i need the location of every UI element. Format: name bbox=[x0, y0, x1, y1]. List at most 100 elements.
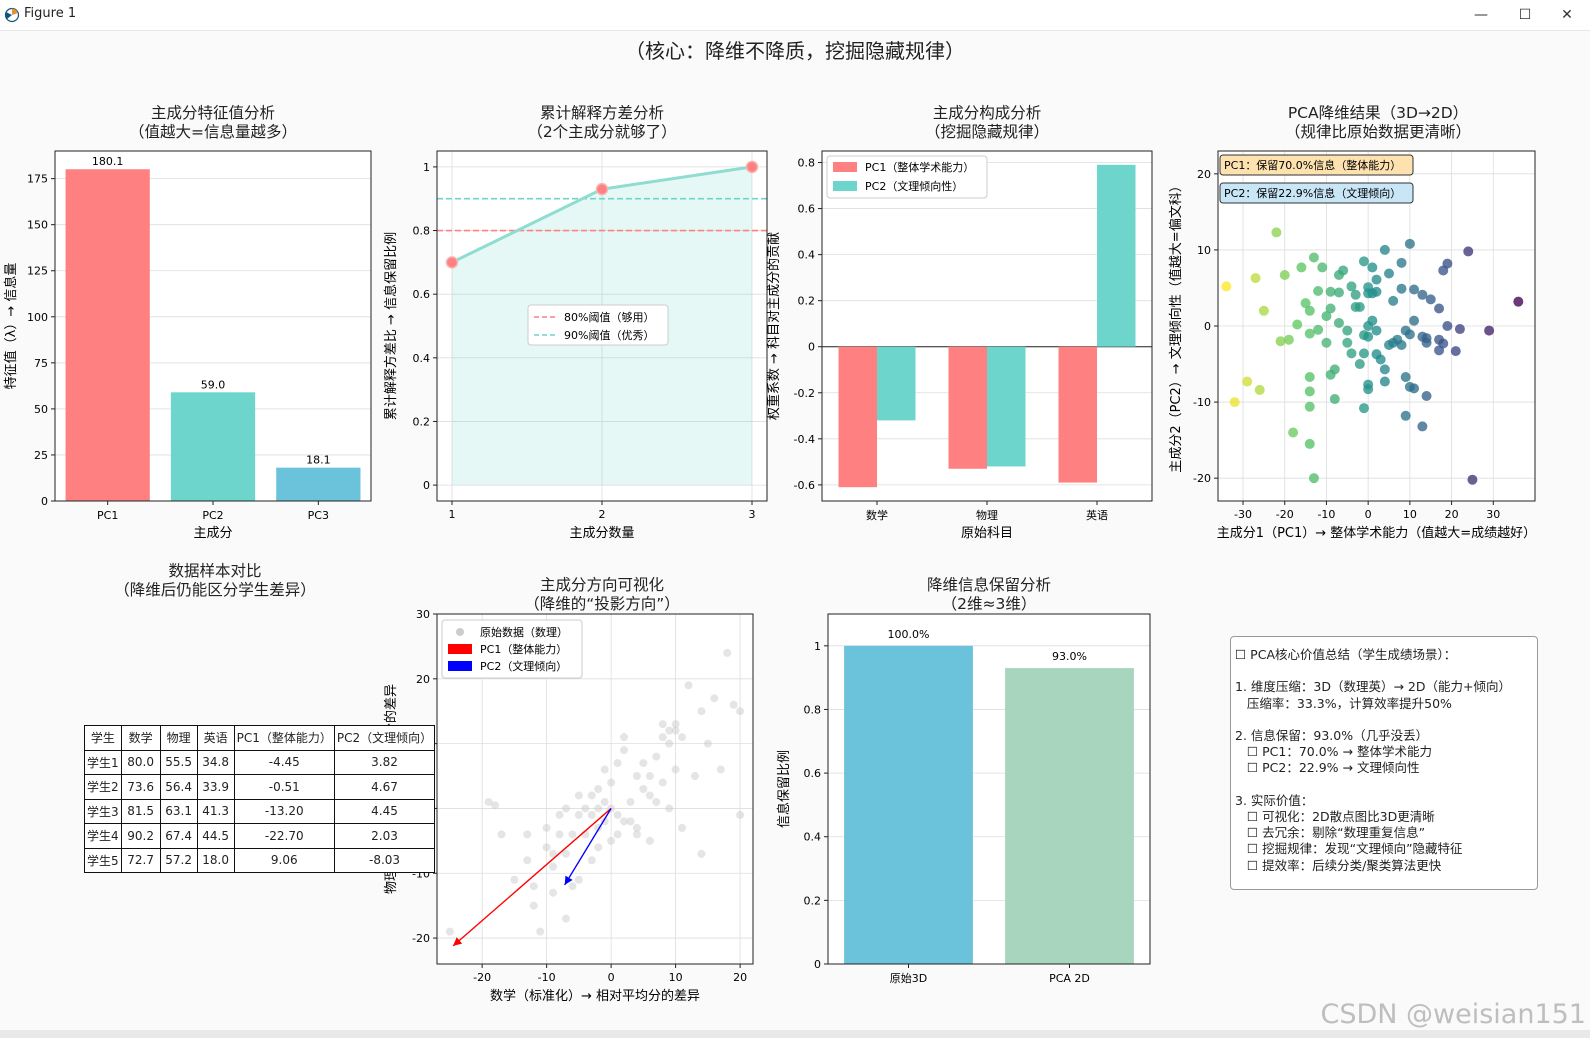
data-point bbox=[561, 804, 570, 813]
data-point bbox=[561, 849, 570, 858]
scatter-point bbox=[1463, 246, 1474, 257]
x-tick-label: PC2 bbox=[202, 509, 223, 522]
eigen-chart-title: 主成分特征值分析 （值越大=信息量越多） bbox=[55, 104, 371, 142]
scatter-point bbox=[1400, 371, 1411, 382]
y-tick-label: 30 bbox=[416, 608, 430, 621]
bar-value-label: 100.0% bbox=[888, 628, 930, 641]
watermark: CSDN @weisian151 bbox=[1320, 999, 1586, 1030]
data-point bbox=[632, 823, 641, 832]
retention-bar-chart: 0 0.2 0.4 0.6 0.8 1 信息保留比例 100.0% 原始3D 93.0% PCA 2… bbox=[776, 613, 1151, 985]
table-title-line2: （降维后仍能区分学生差异） bbox=[114, 581, 316, 599]
x-tick-label: -30 bbox=[1234, 508, 1252, 521]
data-point bbox=[587, 810, 596, 819]
data-point bbox=[639, 759, 648, 768]
scatter-point bbox=[1304, 371, 1315, 382]
summary-line: ☐ PC1：70.0% → 整体学术能力 bbox=[1235, 744, 1432, 760]
data-point bbox=[690, 772, 699, 781]
scatter-point bbox=[1329, 364, 1340, 375]
legend-box bbox=[441, 619, 583, 679]
scatter-point bbox=[1346, 281, 1357, 292]
y-tick-label: 0.4 bbox=[798, 249, 816, 262]
legend-label: PC1（整体能力） bbox=[480, 642, 567, 656]
data-point bbox=[652, 752, 661, 761]
table-row: 学生3 81.5 63.1 41.3 -13.20 4.45 bbox=[84, 798, 436, 824]
plot-frame bbox=[436, 150, 768, 502]
data-point bbox=[684, 681, 693, 690]
table-row: 学生5 72.7 57.2 18.0 9.06 -8.03 bbox=[84, 847, 436, 873]
scatter-point bbox=[1271, 227, 1282, 238]
table-cell: 34.8 bbox=[196, 749, 235, 775]
data-point bbox=[523, 856, 532, 865]
data-point bbox=[574, 791, 583, 800]
x-axis-label: 主成分1（PC1）→ 整体学术能力（值越大=成绩越好） bbox=[1217, 525, 1536, 541]
data-point bbox=[484, 797, 493, 806]
loadings-bar-chart: -0.6 -0.4 -0.2 0 0.2 0.4 0.6 0.8 原始科目 权重系数 → 科目对主… bbox=[766, 150, 1153, 541]
directions-title-line2: （降维的“投影方向”） bbox=[524, 595, 680, 613]
table-cell: 4.45 bbox=[333, 798, 436, 824]
summary-line: ☐ 提效率：后续分类/聚类算法更快 bbox=[1235, 857, 1442, 873]
legend-swatch bbox=[448, 644, 472, 654]
summary-line: ☐ PCA核心价值总结（学生成绩场景）： bbox=[1235, 647, 1457, 662]
scatter-point bbox=[1325, 286, 1336, 297]
cumvar-chart-title: 累计解释方差分析 （2个主成分就够了） bbox=[437, 104, 767, 142]
scatter-point bbox=[1375, 354, 1386, 365]
data-point bbox=[555, 830, 564, 839]
y-tick-label: 25 bbox=[34, 449, 48, 462]
data-point bbox=[665, 804, 674, 813]
maximize-button[interactable]: ☐ bbox=[1518, 7, 1532, 23]
x-tick-label: PC3 bbox=[308, 509, 329, 522]
table-cell: 90.2 bbox=[120, 823, 161, 849]
scatter-point bbox=[1421, 391, 1432, 401]
close-button[interactable]: ✕ bbox=[1561, 7, 1573, 23]
data-point bbox=[697, 849, 706, 858]
minimize-button[interactable]: — bbox=[1474, 7, 1488, 23]
data-point bbox=[549, 849, 558, 858]
x-tick-label: 0 bbox=[608, 971, 615, 984]
table-cell: -0.51 bbox=[233, 774, 335, 800]
table-header-cell: 学生 bbox=[84, 725, 122, 751]
table-cell: -8.03 bbox=[333, 847, 436, 873]
data-point bbox=[665, 726, 674, 735]
y-tick-label: 20 bbox=[416, 673, 430, 686]
data-point bbox=[729, 700, 738, 709]
summary-line: 1. 维度压缩：3D（数理英）→ 2D（能力+倾向） bbox=[1235, 679, 1511, 695]
scatter-point bbox=[1400, 410, 1411, 421]
data-point bbox=[671, 720, 680, 729]
data-point bbox=[568, 882, 577, 891]
table-header-cell: 数学 bbox=[120, 725, 161, 751]
y-tick-label: -0.6 bbox=[794, 479, 815, 492]
data-point bbox=[716, 765, 725, 774]
data-point bbox=[581, 804, 590, 813]
cumvar-point bbox=[445, 256, 459, 269]
eigen-title-line1: 主成分特征值分析 bbox=[150, 104, 275, 122]
data-point bbox=[549, 862, 558, 871]
legend-label: 原始数据（数理） bbox=[480, 625, 568, 639]
y-tick-label: 0.8 bbox=[413, 225, 431, 238]
scatter-point bbox=[1371, 286, 1382, 297]
scatter-point bbox=[1254, 384, 1265, 395]
y-tick-label: 0.6 bbox=[798, 203, 816, 216]
scatter-point bbox=[1388, 295, 1399, 306]
x-tick-label: PC1 bbox=[97, 509, 118, 522]
arrow-pc1 bbox=[452, 807, 612, 947]
summary-line: ☐ PC2：22.9% → 文理倾向性 bbox=[1235, 760, 1420, 776]
y-tick-label: 0.2 bbox=[413, 415, 431, 428]
y-tick-label: 0 bbox=[814, 958, 821, 971]
cumvar-line-chart: 0 0.2 0.4 0.6 0.8 1 1 2 3 主成分数量 累计解释方差比 → 信息保留比例 80… bbox=[383, 150, 768, 541]
x-axis-label: 数学（标准化）→ 相对平均分的差异 bbox=[490, 988, 700, 1004]
scatter-point bbox=[1229, 397, 1240, 408]
bar-pc2 bbox=[877, 346, 916, 421]
cumvar-title-line1: 累计解释方差分析 bbox=[539, 104, 664, 122]
scatter-point bbox=[1313, 324, 1324, 335]
scatter-point bbox=[1242, 376, 1253, 387]
table-cell: 学生1 bbox=[84, 749, 122, 775]
table-cell: 9.06 bbox=[233, 847, 335, 873]
x-tick-label: PCA 2D bbox=[1049, 972, 1090, 985]
table-cell: 63.1 bbox=[159, 798, 198, 824]
loadings-title-line2: （挖掘隐藏规律） bbox=[924, 123, 1049, 141]
x-tick-label: 10 bbox=[1403, 508, 1417, 521]
scatter-point bbox=[1379, 244, 1390, 255]
scatter-point bbox=[1346, 348, 1357, 359]
scatter2d-chart-title: PCA降维结果（3D→2D） （规律比原始数据更清晰） bbox=[1218, 104, 1538, 142]
data-point bbox=[574, 810, 583, 819]
